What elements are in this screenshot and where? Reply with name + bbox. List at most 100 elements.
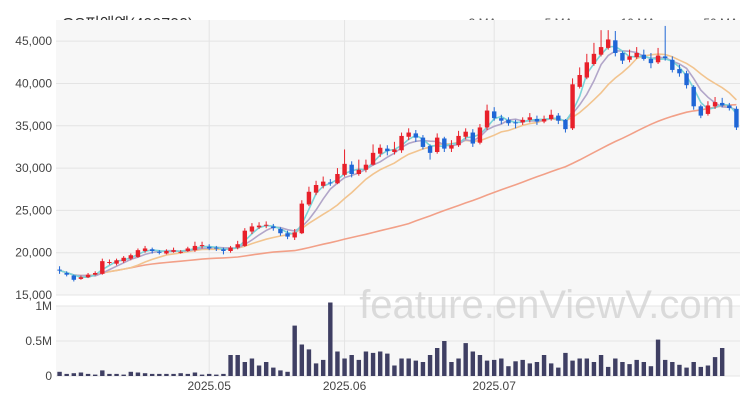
volume-bar xyxy=(392,365,397,376)
candle-body xyxy=(71,275,77,280)
volume-bar xyxy=(627,364,632,376)
candle-body xyxy=(406,132,411,137)
volume-bar xyxy=(584,358,590,376)
candle-body xyxy=(164,251,169,254)
ma10-line xyxy=(59,53,737,277)
candle-body xyxy=(214,247,219,249)
volume-bar xyxy=(107,373,112,376)
candle-body xyxy=(634,53,639,58)
volume-bar xyxy=(634,359,639,376)
candle-body xyxy=(328,182,333,184)
candle-body xyxy=(349,164,354,174)
volume-bar xyxy=(149,373,155,376)
candle-body xyxy=(149,249,155,251)
volume-bar xyxy=(64,373,69,376)
candle-body xyxy=(442,138,447,149)
candle-body xyxy=(613,40,618,53)
volume-bar xyxy=(256,365,262,376)
candle-body xyxy=(427,146,433,153)
volume-bar xyxy=(556,367,561,376)
volume-bar xyxy=(506,366,511,376)
volume-bar xyxy=(306,349,312,376)
volume-bar xyxy=(349,355,354,376)
volume-bar xyxy=(541,355,547,376)
volume-bar xyxy=(178,373,183,376)
volume-bar xyxy=(548,363,554,376)
candle-body xyxy=(470,132,476,144)
volume-bar xyxy=(399,358,404,376)
candle-body xyxy=(434,137,440,152)
candle-body xyxy=(228,247,233,251)
candle-body xyxy=(556,115,561,121)
candle-body xyxy=(527,117,533,120)
x-tick-label: 2025.05 xyxy=(187,379,231,393)
candle-body xyxy=(342,163,347,175)
volume-bar xyxy=(342,358,347,376)
volume-bar xyxy=(356,359,362,376)
candle-body xyxy=(648,58,654,64)
volume-bar xyxy=(605,366,611,376)
volume-bar xyxy=(164,373,169,376)
volume-bar xyxy=(719,348,725,376)
volume-bar xyxy=(221,373,226,376)
candle-body xyxy=(477,127,483,143)
volume-bar xyxy=(85,373,91,376)
volume-bar xyxy=(420,362,426,376)
candle-body xyxy=(655,55,661,63)
volume-bar xyxy=(491,359,497,376)
volume-bar xyxy=(313,363,319,376)
candle-body xyxy=(719,102,725,106)
candle-body xyxy=(192,245,198,251)
candle-body xyxy=(520,119,525,123)
candle-body xyxy=(684,73,689,86)
volume-bar xyxy=(328,302,333,376)
volume-bar xyxy=(513,361,518,376)
volume-bar xyxy=(363,351,369,376)
candle-body xyxy=(320,181,326,186)
candle-body xyxy=(242,230,248,246)
candle-body xyxy=(413,133,419,138)
candle-body xyxy=(563,119,568,130)
volume-bar xyxy=(192,372,198,376)
volume-bar xyxy=(563,352,568,376)
candle-body xyxy=(577,75,582,87)
candle-body xyxy=(705,105,711,114)
volume-bar xyxy=(100,370,105,376)
volume-bar xyxy=(135,372,141,376)
volume-bar xyxy=(278,370,283,376)
candle-body xyxy=(78,277,84,279)
volume-bar xyxy=(434,348,440,376)
volume-bar xyxy=(527,363,533,376)
watermark-text: feature.enViewV.com xyxy=(359,283,735,327)
candle-body xyxy=(662,56,668,59)
candle-body xyxy=(605,39,611,48)
volume-tick-label: 0 xyxy=(45,369,52,383)
price-tick-label: 45,000 xyxy=(15,34,52,48)
candle-body xyxy=(142,248,148,251)
candle-body xyxy=(620,53,625,61)
volume-bar xyxy=(698,366,704,376)
volume-bar xyxy=(499,358,504,376)
volume-bar xyxy=(71,373,77,376)
candle-body xyxy=(221,249,226,251)
volume-bar xyxy=(655,339,661,376)
volume-bar xyxy=(242,362,248,376)
candle-body xyxy=(691,86,696,107)
volume-bar xyxy=(598,355,604,376)
price-plot-area xyxy=(56,20,740,295)
volume-bar xyxy=(677,364,682,376)
price-tick-label: 15,000 xyxy=(15,288,52,302)
volume-bar xyxy=(406,358,411,376)
volume-bar xyxy=(92,374,98,376)
volume-bar xyxy=(114,373,119,376)
volume-bar xyxy=(171,373,176,376)
candle-body xyxy=(491,111,497,119)
candle-body xyxy=(734,108,739,128)
volume-bar xyxy=(206,373,212,376)
volume-bar xyxy=(648,366,654,376)
candle-body xyxy=(399,135,404,151)
candle-body xyxy=(235,244,240,248)
candle-body xyxy=(548,114,554,119)
candle-body xyxy=(591,53,597,64)
volume-bar xyxy=(577,358,582,376)
